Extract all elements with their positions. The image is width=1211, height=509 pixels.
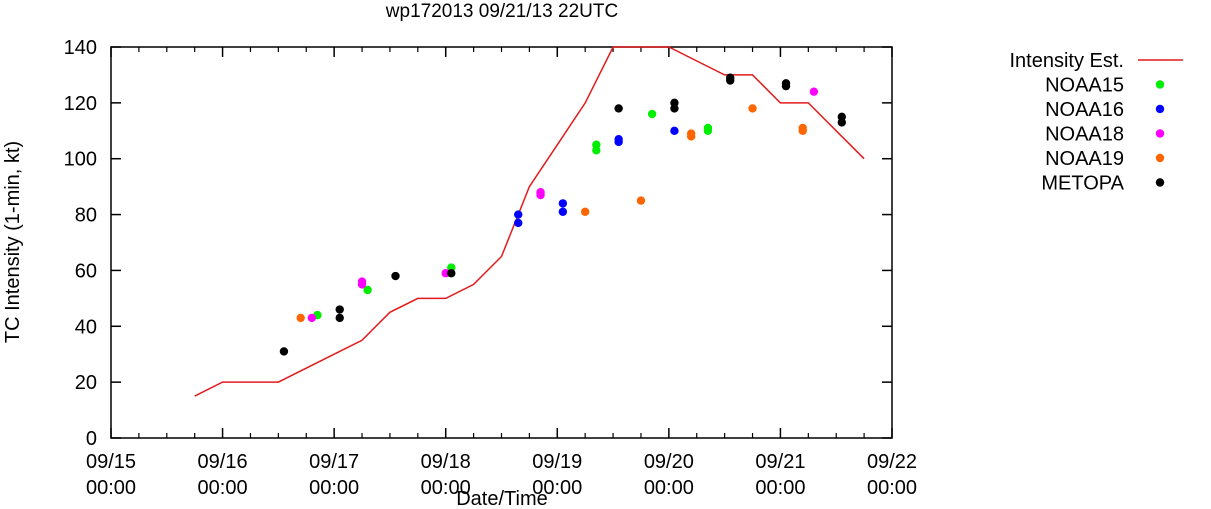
point-noaa16 xyxy=(558,199,568,208)
legend-label-noaa15: NOAA15 xyxy=(1045,75,1124,97)
x-tick-label-time: 00:00 xyxy=(532,477,582,499)
x-tick-label-time: 00:00 xyxy=(309,477,359,499)
legend-label-noaa16: NOAA16 xyxy=(1045,99,1124,121)
y-tick-label: 40 xyxy=(75,316,97,338)
point-noaa19 xyxy=(686,129,696,138)
point-metopa xyxy=(391,271,400,281)
legend-marker-noaa18 xyxy=(1155,129,1165,138)
point-metopa xyxy=(837,112,846,122)
y-tick-label: 60 xyxy=(75,260,97,282)
point-noaa19 xyxy=(580,207,590,216)
x-axis-label: Date/Time xyxy=(456,488,548,509)
point-metopa xyxy=(670,98,679,108)
x-tick-label-date: 09/16 xyxy=(198,451,248,473)
x-tick-label-date: 09/18 xyxy=(421,451,471,473)
x-tick-label-time: 00:00 xyxy=(644,477,694,499)
point-metopa xyxy=(447,269,456,278)
plot-area-frame xyxy=(110,46,893,439)
x-axis: 09/15 00:00 09/16 00:00 09/17 00:00 09/18 00:00… xyxy=(86,47,917,499)
legend-label-metopa: METOPA xyxy=(1041,173,1124,195)
point-noaa16 xyxy=(670,126,679,135)
x-tick-label-date: 09/20 xyxy=(644,451,694,473)
y-tick-label: 80 xyxy=(75,205,97,227)
y-tick-label: 0 xyxy=(86,428,97,450)
point-noaa16 xyxy=(514,218,523,228)
point-noaa15 xyxy=(647,109,657,119)
point-metopa xyxy=(279,347,289,356)
x-tick-label-time: 00:00 xyxy=(867,477,917,499)
point-noaa18 xyxy=(809,87,819,96)
point-noaa15 xyxy=(592,140,601,149)
legend-marker-noaa15 xyxy=(1155,80,1165,89)
point-noaa15 xyxy=(363,285,372,295)
legend-label-noaa18: NOAA18 xyxy=(1045,124,1124,146)
y-tick-label: 140 xyxy=(64,37,97,59)
point-metopa xyxy=(335,305,344,314)
point-noaa19 xyxy=(296,313,305,323)
y-tick-label: 100 xyxy=(64,149,97,171)
point-noaa15 xyxy=(703,123,713,133)
point-noaa19 xyxy=(636,196,646,205)
y-tick-label: 20 xyxy=(75,372,97,394)
point-metopa xyxy=(726,73,735,82)
point-noaa19 xyxy=(748,104,757,113)
x-tick-label-date: 09/17 xyxy=(309,451,359,473)
chart-title: wp172013 09/21/13 22UTC xyxy=(385,1,618,22)
x-tick-label-time: 00:00 xyxy=(755,477,805,499)
point-noaa18 xyxy=(536,188,545,197)
scatter-points xyxy=(279,73,846,356)
point-noaa16 xyxy=(514,210,523,219)
x-tick-label-date: 09/15 xyxy=(86,451,136,473)
x-tick-label-date: 09/21 xyxy=(755,451,805,473)
y-axis: 0 20 40 60 80 100 120 140 xyxy=(64,37,892,450)
point-metopa xyxy=(781,79,791,88)
legend-label-noaa19: NOAA19 xyxy=(1045,148,1124,170)
x-tick-label-date: 09/19 xyxy=(532,451,582,473)
legend-marker-metopa xyxy=(1155,178,1165,187)
y-axis-label: TC Intensity (1-min, kt) xyxy=(2,141,24,343)
legend-marker-noaa16 xyxy=(1155,104,1165,114)
legend-label-intensity: Intensity Est. xyxy=(1010,50,1125,72)
point-noaa19 xyxy=(798,123,807,133)
x-tick-label-time: 00:00 xyxy=(198,477,248,499)
x-tick-label-time: 00:00 xyxy=(421,477,471,499)
point-noaa16 xyxy=(614,134,623,144)
y-tick-label: 120 xyxy=(64,93,97,115)
point-noaa16 xyxy=(558,207,568,216)
point-metopa xyxy=(335,313,344,323)
legend-marker-noaa19 xyxy=(1155,153,1165,163)
x-tick-label-date: 09/22 xyxy=(867,451,917,473)
point-noaa18 xyxy=(357,277,367,286)
point-noaa18 xyxy=(307,313,317,323)
x-tick-label-time: 00:00 xyxy=(86,477,136,499)
point-metopa xyxy=(614,104,623,113)
intensity-est-line xyxy=(194,46,865,397)
